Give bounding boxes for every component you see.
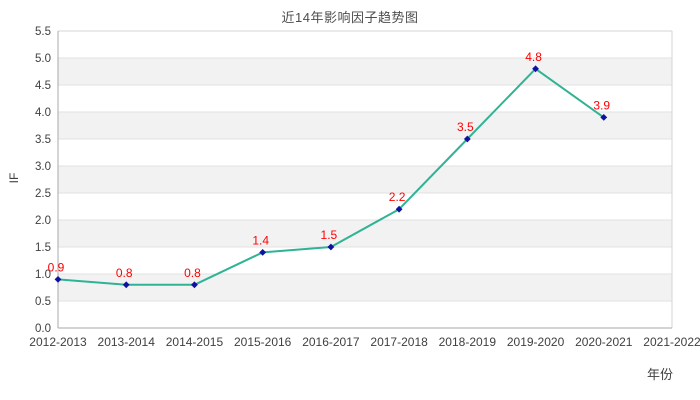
y-tick-label: 1.5 bbox=[35, 242, 51, 254]
data-point-label: 3.9 bbox=[593, 98, 610, 112]
y-tick-label: 0.5 bbox=[35, 296, 51, 308]
y-tick-label: 4.0 bbox=[35, 107, 51, 119]
y-tick-label: 1.0 bbox=[35, 269, 51, 281]
data-point-label: 4.8 bbox=[525, 50, 542, 64]
data-point-label: 2.2 bbox=[389, 190, 406, 204]
x-tick-label: 2014-2015 bbox=[166, 335, 224, 349]
x-tick-label: 2013-2014 bbox=[98, 335, 156, 349]
x-tick-label: 2020-2021 bbox=[575, 335, 633, 349]
band-row bbox=[58, 112, 672, 139]
data-point-marker bbox=[54, 276, 62, 283]
data-point-marker bbox=[395, 205, 403, 213]
x-tick-label: 2019-2020 bbox=[507, 335, 565, 349]
x-tick-label: 2015-2016 bbox=[234, 335, 292, 349]
y-tick-label: 5.0 bbox=[35, 53, 51, 65]
data-point-marker bbox=[327, 243, 335, 251]
y-tick-label: 0.0 bbox=[35, 323, 51, 335]
x-tick-label: 2012-2013 bbox=[29, 335, 87, 349]
band-row bbox=[58, 220, 672, 247]
x-tick-label: 2016-2017 bbox=[302, 335, 360, 349]
x-axis-title: 年份 bbox=[646, 367, 673, 382]
y-tick-label: 5.5 bbox=[35, 26, 51, 38]
band-row bbox=[58, 166, 672, 193]
x-tick-label: 2017-2018 bbox=[370, 335, 428, 349]
y-tick-label: 3.0 bbox=[35, 161, 51, 173]
y-tick-label: 2.0 bbox=[35, 215, 51, 227]
data-point-marker bbox=[600, 114, 608, 121]
data-point-label: 0.8 bbox=[184, 266, 201, 280]
y-tick-label: 2.5 bbox=[35, 188, 51, 200]
data-point-label: 3.5 bbox=[457, 120, 474, 134]
data-point-marker bbox=[463, 135, 471, 143]
data-point-label: 1.5 bbox=[321, 228, 338, 242]
chart-title: 近14年影响因子趋势图 bbox=[281, 10, 419, 25]
x-tick-label: 2018-2019 bbox=[439, 335, 497, 349]
data-point-marker bbox=[191, 281, 198, 289]
data-point-marker bbox=[122, 281, 130, 289]
x-tick-label: 2021-2022 bbox=[643, 335, 700, 349]
y-tick-label: 4.5 bbox=[35, 80, 51, 92]
data-point-label: 0.8 bbox=[116, 266, 133, 280]
data-point-label: 1.4 bbox=[252, 233, 269, 247]
band-row bbox=[58, 274, 672, 301]
band-row bbox=[58, 58, 672, 85]
data-point-label: 0.9 bbox=[48, 260, 65, 274]
data-point-marker bbox=[532, 65, 539, 73]
data-point-marker bbox=[259, 249, 267, 256]
y-tick-label: 3.5 bbox=[35, 134, 51, 146]
